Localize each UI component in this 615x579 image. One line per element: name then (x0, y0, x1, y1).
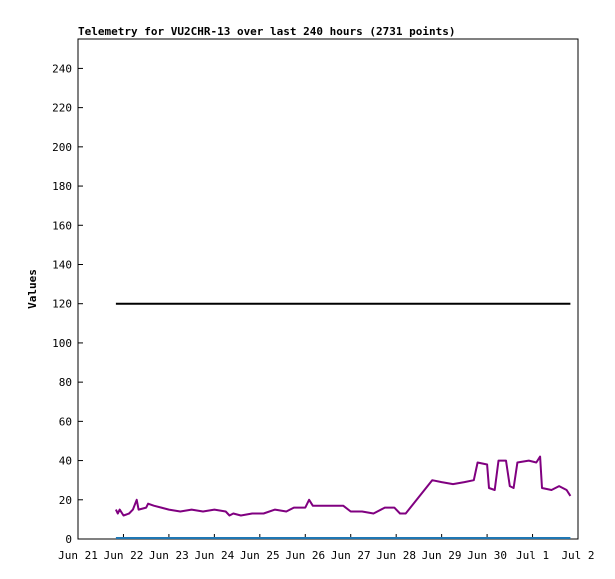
y-tick-label: 120 (52, 298, 72, 311)
x-tick-label: Jun 30 (467, 549, 507, 562)
x-axis: Jun 21 Jun 22 Jun 23 Jun 24 Jun 25 Jun 26 Jun … (58, 534, 595, 562)
chart-title: Telemetry for VU2CHR-13 over last 240 ho… (78, 25, 456, 38)
y-tick-label: 240 (52, 62, 72, 75)
y-tick-label: 100 (52, 337, 72, 350)
y-tick-label: 80 (59, 376, 72, 389)
series-line-2 (115, 455, 572, 517)
x-tick-label: Jun 26 (285, 549, 325, 562)
x-tick-label: Jun 22 (104, 549, 144, 562)
y-tick-label: 40 (59, 455, 72, 468)
y-tick-label: 60 (59, 415, 72, 428)
y-tick-label: 200 (52, 141, 72, 154)
x-tick-label: Jun 24 (194, 549, 234, 562)
x-tick-label: Jun 25 (240, 549, 280, 562)
y-tick-label: 140 (52, 258, 72, 271)
x-tick-label: Jul 1 (516, 549, 549, 562)
series-layer (115, 302, 572, 539)
y-axis-label: Values (26, 269, 39, 309)
x-tick-label: Jul 2 (561, 549, 594, 562)
x-tick-label: Jun 21 (58, 549, 98, 562)
x-tick-label: Jun 23 (149, 549, 189, 562)
y-tick-label: 0 (65, 533, 72, 546)
y-tick-label: 160 (52, 219, 72, 232)
x-tick-label: Jun 29 (422, 549, 462, 562)
y-tick-label: 220 (52, 102, 72, 115)
y-tick-label: 20 (59, 494, 72, 507)
x-tick-label: Jun 28 (376, 549, 416, 562)
y-axis: 0 20 40 60 80 100 120 140 160 180 200 220 240 (52, 62, 83, 546)
x-tick-label: Jun 27 (331, 549, 371, 562)
y-tick-label: 180 (52, 180, 72, 193)
